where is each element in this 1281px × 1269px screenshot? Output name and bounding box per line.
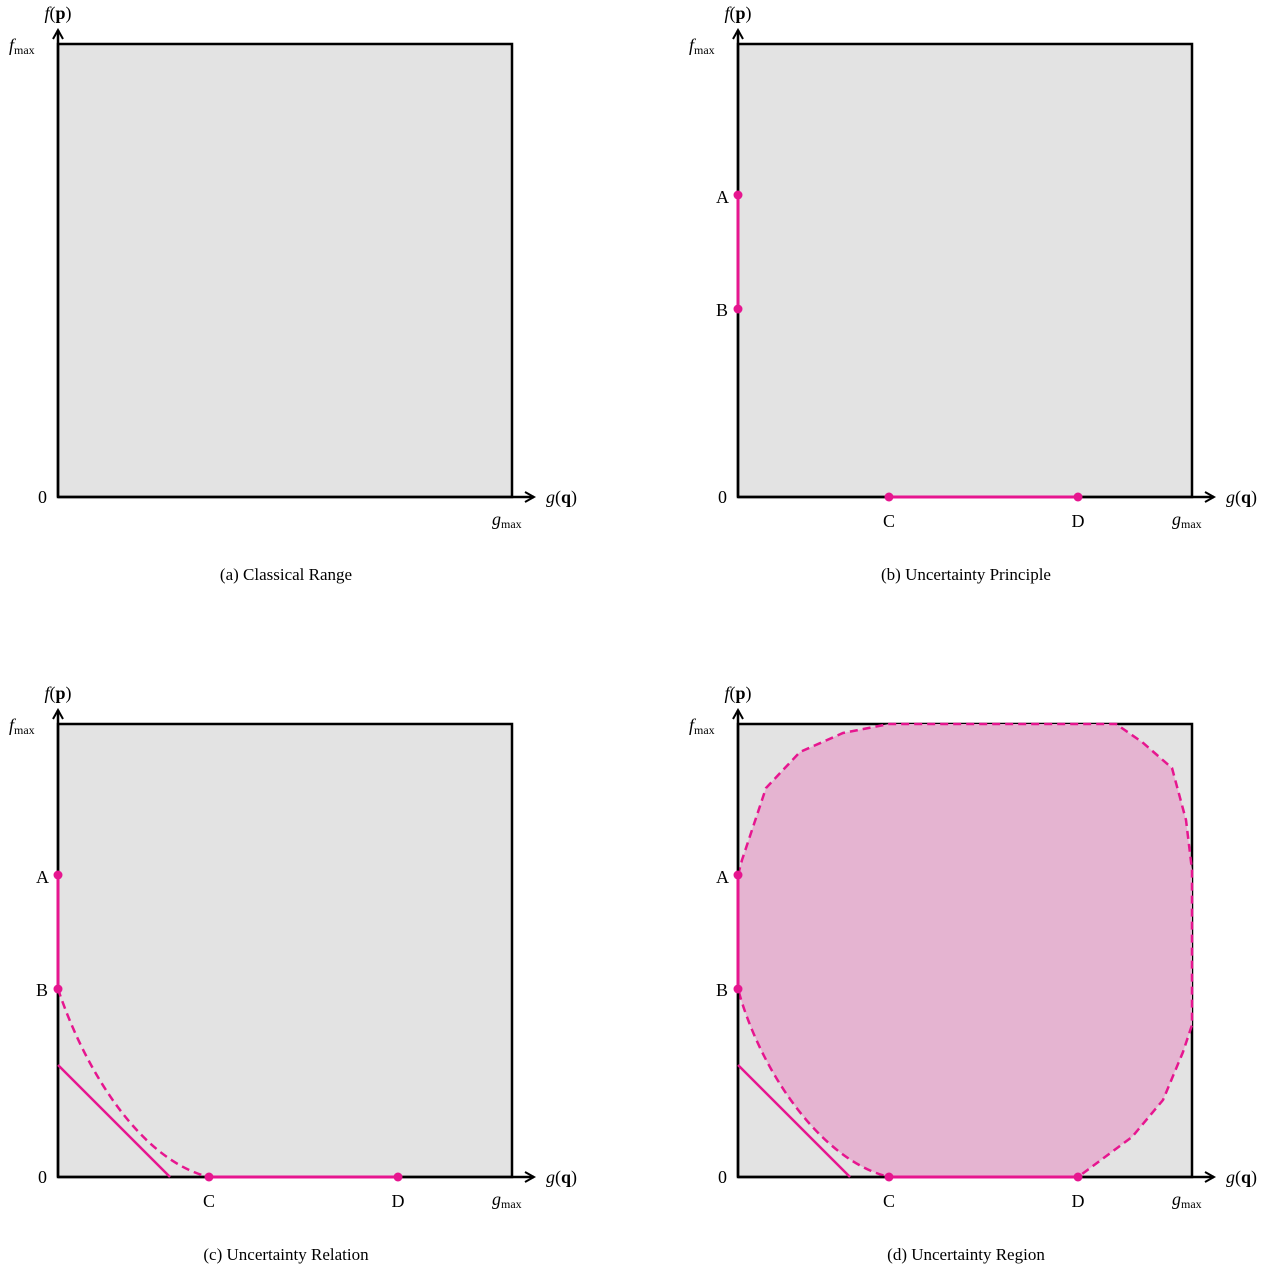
y-max-label: fmax [689, 35, 715, 57]
point-a [733, 870, 743, 880]
uncertainty-relation-line [57, 1064, 171, 1178]
origin-label: 0 [38, 487, 47, 507]
x-axis-label: g(q) [1226, 1167, 1257, 1188]
origin-label: 0 [38, 1167, 47, 1187]
point-b [733, 304, 743, 314]
x-max-label: gmax [1172, 509, 1202, 531]
point-c-label: C [203, 1191, 215, 1211]
point-d-label: D [1072, 511, 1085, 531]
x-max-label: gmax [1172, 1189, 1202, 1211]
point-b [53, 984, 63, 994]
x-axis-label: g(q) [546, 487, 577, 508]
point-d-label: D [392, 1191, 405, 1211]
point-a [53, 870, 63, 880]
point-b-label: B [36, 980, 48, 1000]
point-d-label: D [1072, 1191, 1085, 1211]
x-axis-label: g(q) [1226, 487, 1257, 508]
caption-d: (d) Uncertainty Region [887, 1245, 1045, 1264]
y-axis-label: f(p) [44, 3, 71, 24]
y-axis-label: f(p) [724, 3, 751, 24]
point-a-label: A [36, 867, 49, 887]
uncertainty-relation-line [737, 1064, 851, 1178]
y-axis-label: f(p) [724, 683, 751, 704]
x-max-label: gmax [492, 509, 522, 531]
caption-c: (c) Uncertainty Relation [203, 1245, 369, 1264]
x-axis-label: g(q) [546, 1167, 577, 1188]
uncertainty-curve-dashed [56, 988, 210, 1179]
panel-b: A B C D f(p) fmax 0 g(q) gmax (b) Uncert… [689, 3, 1257, 584]
point-c-label: C [883, 511, 895, 531]
point-d [1073, 492, 1083, 502]
point-c [884, 492, 894, 502]
point-c-label: C [883, 1191, 895, 1211]
point-b [733, 984, 743, 994]
classical-range-area [56, 42, 514, 499]
point-c [884, 1172, 894, 1182]
y-max-label: fmax [9, 35, 35, 57]
y-max-label: fmax [689, 715, 715, 737]
y-axis-label: f(p) [44, 683, 71, 704]
caption-b: (b) Uncertainty Principle [881, 565, 1051, 584]
caption-a: (a) Classical Range [220, 565, 352, 584]
panel-a: f(p) fmax 0 g(q) gmax (a) Classical Rang… [9, 3, 577, 584]
classical-range-area [736, 42, 1194, 499]
point-b-label: B [716, 300, 728, 320]
point-b-label: B [716, 980, 728, 1000]
origin-label: 0 [718, 487, 727, 507]
y-max-label: fmax [9, 715, 35, 737]
point-a [733, 190, 743, 200]
point-a-label: A [716, 187, 729, 207]
point-c [204, 1172, 214, 1182]
origin-label: 0 [718, 1167, 727, 1187]
panel-c: A B C D f(p) fmax 0 g(q) gmax (c) Uncert… [9, 683, 577, 1264]
uncertainty-region [736, 722, 1194, 1179]
classical-range-area [56, 722, 514, 1179]
point-a-label: A [716, 867, 729, 887]
panel-d: A B C D f(p) fmax 0 g(q) gmax (d) Uncert… [689, 683, 1257, 1264]
point-d [1073, 1172, 1083, 1182]
point-d [393, 1172, 403, 1182]
x-max-label: gmax [492, 1189, 522, 1211]
